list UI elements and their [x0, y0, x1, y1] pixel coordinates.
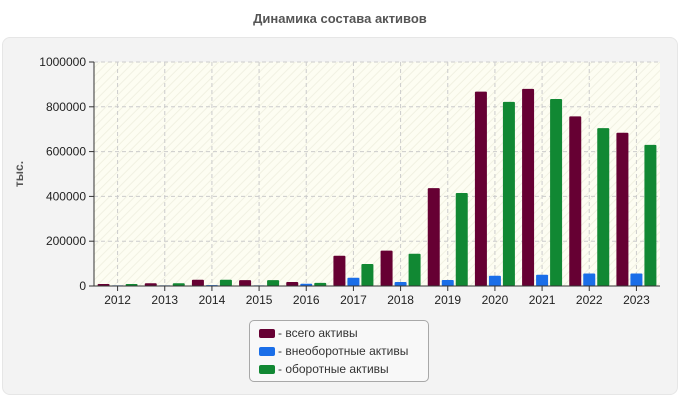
bar-noncurrent-assets[interactable] — [536, 274, 549, 286]
bar-current-assets[interactable] — [644, 144, 657, 286]
bar-current-assets[interactable] — [408, 253, 421, 286]
y-axis-label: тыс. — [12, 161, 26, 187]
bar-total-assets[interactable] — [427, 188, 440, 286]
bar-total-assets[interactable] — [191, 279, 204, 286]
x-tick-label: 2021 — [529, 293, 556, 307]
x-tick-label: 2015 — [246, 293, 273, 307]
legend-swatch-total-assets — [259, 328, 275, 338]
x-tick-label: 2022 — [576, 293, 603, 307]
bar-noncurrent-assets[interactable] — [630, 273, 643, 286]
bar-total-assets[interactable] — [97, 283, 110, 286]
bar-total-assets[interactable] — [144, 283, 157, 286]
plot-area — [94, 62, 660, 286]
bar-noncurrent-assets[interactable] — [394, 281, 407, 286]
bar-total-assets[interactable] — [333, 255, 346, 286]
bar-total-assets[interactable] — [569, 116, 582, 286]
bar-noncurrent-assets[interactable] — [441, 279, 454, 286]
legend: - всего активы - внеоборотные активы - о… — [249, 320, 429, 382]
bar-current-assets[interactable] — [267, 280, 280, 286]
bar-total-assets[interactable] — [522, 88, 535, 286]
y-tick-label: 1000000 — [39, 55, 86, 69]
legend-item-total-assets[interactable]: - всего активы — [259, 324, 428, 342]
y-tick-label: 0 — [79, 279, 86, 293]
x-tick-label: 2023 — [623, 293, 650, 307]
x-tick-label: 2013 — [151, 293, 178, 307]
bar-noncurrent-assets[interactable] — [583, 273, 596, 286]
bar-current-assets[interactable] — [125, 283, 138, 286]
x-tick-label: 2018 — [387, 293, 414, 307]
legend-swatch-noncurrent-assets — [259, 346, 275, 356]
bar-current-assets[interactable] — [361, 264, 374, 286]
bar-total-assets[interactable] — [286, 281, 299, 286]
bar-total-assets[interactable] — [616, 132, 629, 286]
chart-title: Динамика состава активов — [253, 11, 427, 26]
bar-current-assets[interactable] — [219, 279, 232, 286]
legend-label-noncurrent-assets: - внеоборотные активы — [278, 344, 409, 358]
bar-current-assets[interactable] — [172, 283, 185, 286]
bar-total-assets[interactable] — [239, 280, 252, 286]
y-tick-label: 800000 — [46, 100, 86, 114]
x-tick-label: 2020 — [482, 293, 509, 307]
bar-current-assets[interactable] — [455, 193, 468, 286]
bar-current-assets[interactable] — [597, 128, 610, 286]
legend-item-current-assets[interactable]: - оборотные активы — [259, 360, 428, 378]
x-tick-label: 2017 — [340, 293, 367, 307]
legend-label-current-assets: - оборотные активы — [278, 362, 389, 376]
x-tick-label: 2014 — [199, 293, 226, 307]
bar-current-assets[interactable] — [502, 101, 515, 286]
y-tick-label: 200000 — [46, 234, 86, 248]
bar-total-assets[interactable] — [380, 250, 393, 286]
y-tick-label: 400000 — [46, 189, 86, 203]
bar-noncurrent-assets[interactable] — [347, 277, 360, 286]
bar-current-assets[interactable] — [314, 282, 327, 286]
x-tick-label: 2012 — [104, 293, 131, 307]
bar-current-assets[interactable] — [550, 98, 563, 287]
legend-label-total-assets: - всего активы — [278, 326, 358, 340]
legend-swatch-current-assets — [259, 364, 275, 374]
x-tick-label: 2016 — [293, 293, 320, 307]
bar-noncurrent-assets[interactable] — [488, 275, 501, 286]
bar-noncurrent-assets[interactable] — [300, 283, 313, 286]
bar-total-assets[interactable] — [474, 91, 487, 287]
legend-item-noncurrent-assets[interactable]: - внеоборотные активы — [259, 342, 428, 360]
x-tick-label: 2019 — [434, 293, 461, 307]
y-tick-label: 600000 — [46, 145, 86, 159]
